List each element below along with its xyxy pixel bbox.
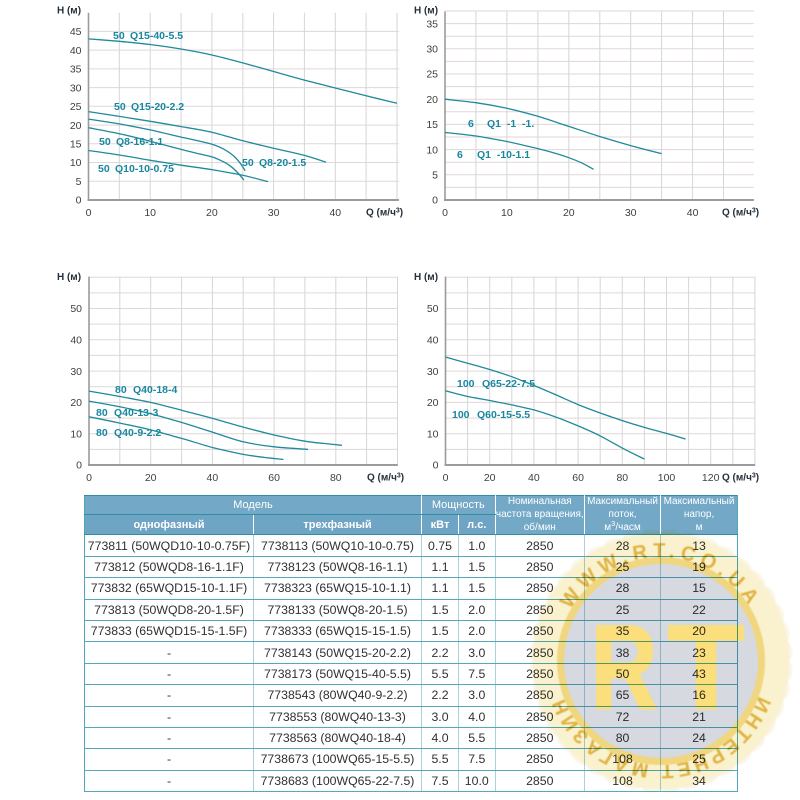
- svg-text:40: 40: [207, 472, 219, 484]
- svg-text:H (м): H (м): [57, 272, 81, 283]
- svg-text:30: 30: [70, 366, 82, 378]
- svg-text:40: 40: [329, 207, 341, 219]
- svg-text:30: 30: [427, 366, 439, 378]
- svg-text:30: 30: [625, 207, 637, 219]
- svg-text:Q (м/ч3): Q (м/ч3): [367, 473, 404, 484]
- svg-text:H (м): H (м): [414, 272, 438, 283]
- svg-text:6Q1 -10-1.1: 6 Q1 -10-1.1: [457, 149, 530, 161]
- svg-text:120: 120: [702, 472, 720, 484]
- svg-text:20: 20: [484, 472, 496, 484]
- svg-text:0: 0: [86, 472, 92, 484]
- svg-text:30: 30: [268, 207, 280, 219]
- svg-text:20: 20: [145, 472, 157, 484]
- svg-text:50: 50: [427, 303, 439, 315]
- svg-text:40: 40: [528, 472, 540, 484]
- svg-text:20: 20: [563, 207, 575, 219]
- svg-text:100: 100: [658, 472, 676, 484]
- svg-text:35: 35: [426, 18, 438, 30]
- svg-text:10: 10: [501, 207, 513, 219]
- svg-text:Q (м/ч3): Q (м/ч3): [722, 473, 759, 484]
- svg-text:0: 0: [76, 460, 82, 472]
- svg-text:20: 20: [206, 207, 218, 219]
- svg-text:10: 10: [144, 207, 156, 219]
- svg-text:0: 0: [442, 207, 448, 219]
- svg-text:20: 20: [70, 397, 82, 409]
- svg-text:20: 20: [427, 397, 439, 409]
- svg-text:5: 5: [432, 170, 438, 182]
- svg-text:10: 10: [427, 428, 439, 440]
- svg-text:0: 0: [76, 195, 82, 207]
- svg-text:0: 0: [443, 472, 449, 484]
- svg-text:H (м): H (м): [57, 6, 81, 17]
- svg-text:60: 60: [268, 472, 280, 484]
- svg-text:40: 40: [427, 335, 439, 347]
- svg-text:6Q1 -1 -1.: 6 Q1 -1 -1.: [468, 118, 534, 130]
- svg-text:0: 0: [432, 195, 438, 207]
- svg-text:H (м): H (м): [414, 6, 438, 17]
- svg-text:20: 20: [426, 94, 438, 106]
- svg-text:15: 15: [70, 139, 82, 151]
- svg-text:R: R: [591, 601, 657, 734]
- svg-text:10: 10: [426, 144, 438, 156]
- svg-text:10: 10: [70, 157, 82, 169]
- svg-text:80: 80: [330, 472, 342, 484]
- svg-text:20: 20: [70, 120, 82, 132]
- svg-text:60: 60: [572, 472, 584, 484]
- svg-text:Q (м/ч3): Q (м/ч3): [366, 208, 403, 219]
- svg-text:0: 0: [86, 207, 92, 219]
- svg-text:25: 25: [70, 101, 82, 113]
- svg-text:25: 25: [426, 69, 438, 81]
- svg-text:10: 10: [70, 428, 82, 440]
- svg-text:40: 40: [70, 45, 82, 57]
- svg-text:50: 50: [70, 303, 82, 315]
- svg-text:T: T: [668, 601, 744, 734]
- svg-text:45: 45: [70, 26, 82, 38]
- svg-text:Q (м/ч3): Q (м/ч3): [722, 208, 759, 219]
- svg-text:0: 0: [433, 460, 439, 472]
- svg-text:80: 80: [616, 472, 628, 484]
- svg-text:40: 40: [687, 207, 699, 219]
- svg-text:30: 30: [70, 82, 82, 94]
- svg-text:15: 15: [426, 119, 438, 131]
- svg-text:40: 40: [70, 335, 82, 347]
- svg-text:35: 35: [70, 64, 82, 76]
- svg-text:30: 30: [426, 44, 438, 56]
- svg-text:5: 5: [76, 176, 82, 188]
